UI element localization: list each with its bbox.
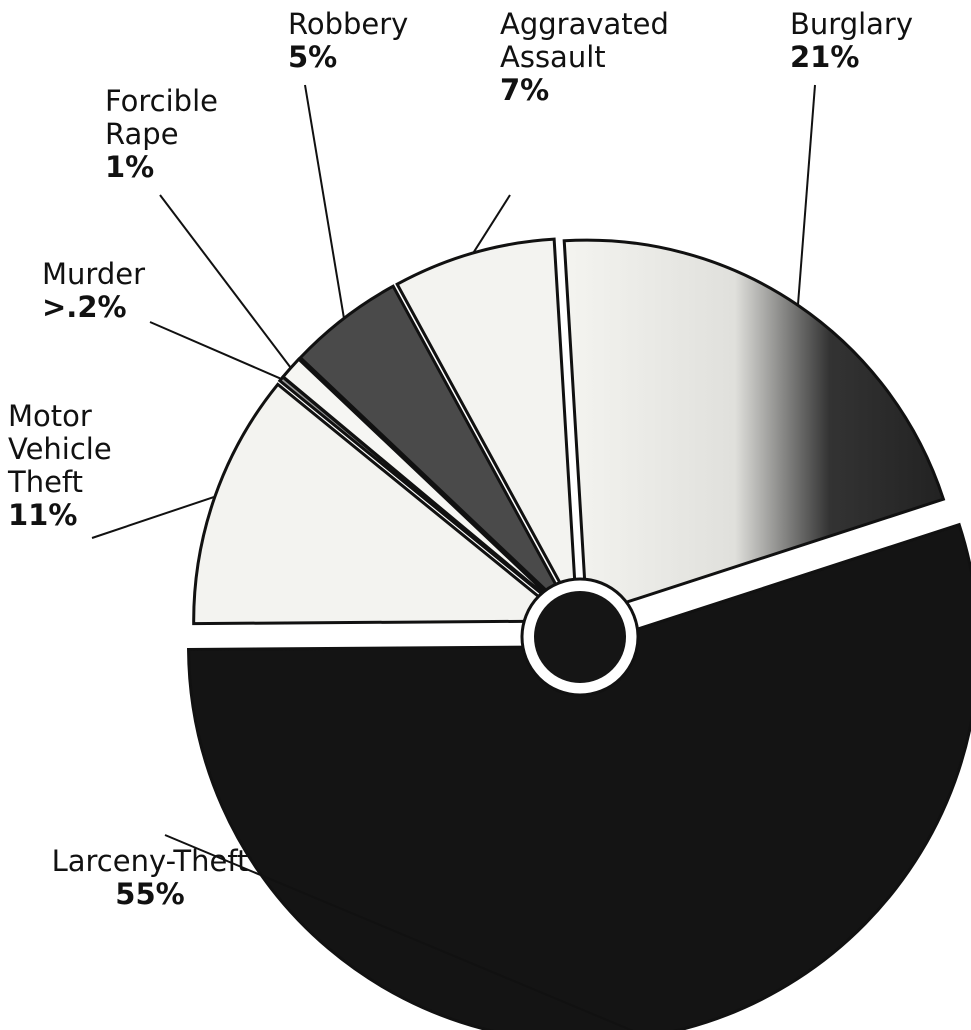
slice-label: Larceny-Theft 55% (20, 845, 280, 911)
pie-slice (280, 357, 573, 619)
value-label: 55% (115, 877, 185, 911)
slice-label: Robbery 5% (288, 8, 428, 74)
category-name: Burglary (790, 7, 914, 41)
slice-label: Burglary 21% (790, 8, 920, 74)
category-name: Aggravated Assault (500, 7, 669, 74)
pie-slice (187, 522, 971, 1030)
leader-line (472, 194, 511, 254)
slice-label: Forcible Rape 1% (105, 85, 245, 184)
slice-label: Aggravated Assault 7% (500, 8, 700, 107)
category-name: Forcible Rape (105, 84, 218, 151)
category-name: Larceny-Theft (51, 844, 249, 878)
leader-line (91, 495, 216, 539)
value-label: 1% (105, 150, 155, 184)
category-name: Motor Vehicle Theft (8, 399, 112, 499)
pie-slice (192, 382, 573, 626)
center-hub (534, 591, 626, 683)
value-label: 7% (500, 73, 550, 107)
pie-slice (298, 284, 574, 617)
slice-label: Motor Vehicle Theft 11% (8, 400, 138, 532)
slice-label: Murder >.2% (42, 258, 162, 324)
value-label: >.2% (42, 290, 127, 324)
leader-line (149, 321, 282, 380)
leader-line (304, 84, 345, 319)
pie-slice (395, 237, 579, 615)
category-name: Murder (42, 257, 145, 291)
category-name: Robbery (288, 7, 409, 41)
leader-line (159, 194, 292, 369)
leader-line (796, 84, 816, 306)
leader-line (164, 834, 634, 1030)
pie-slice (562, 238, 946, 618)
value-label: 21% (790, 40, 860, 74)
value-label: 5% (288, 40, 338, 74)
value-label: 11% (8, 498, 78, 532)
